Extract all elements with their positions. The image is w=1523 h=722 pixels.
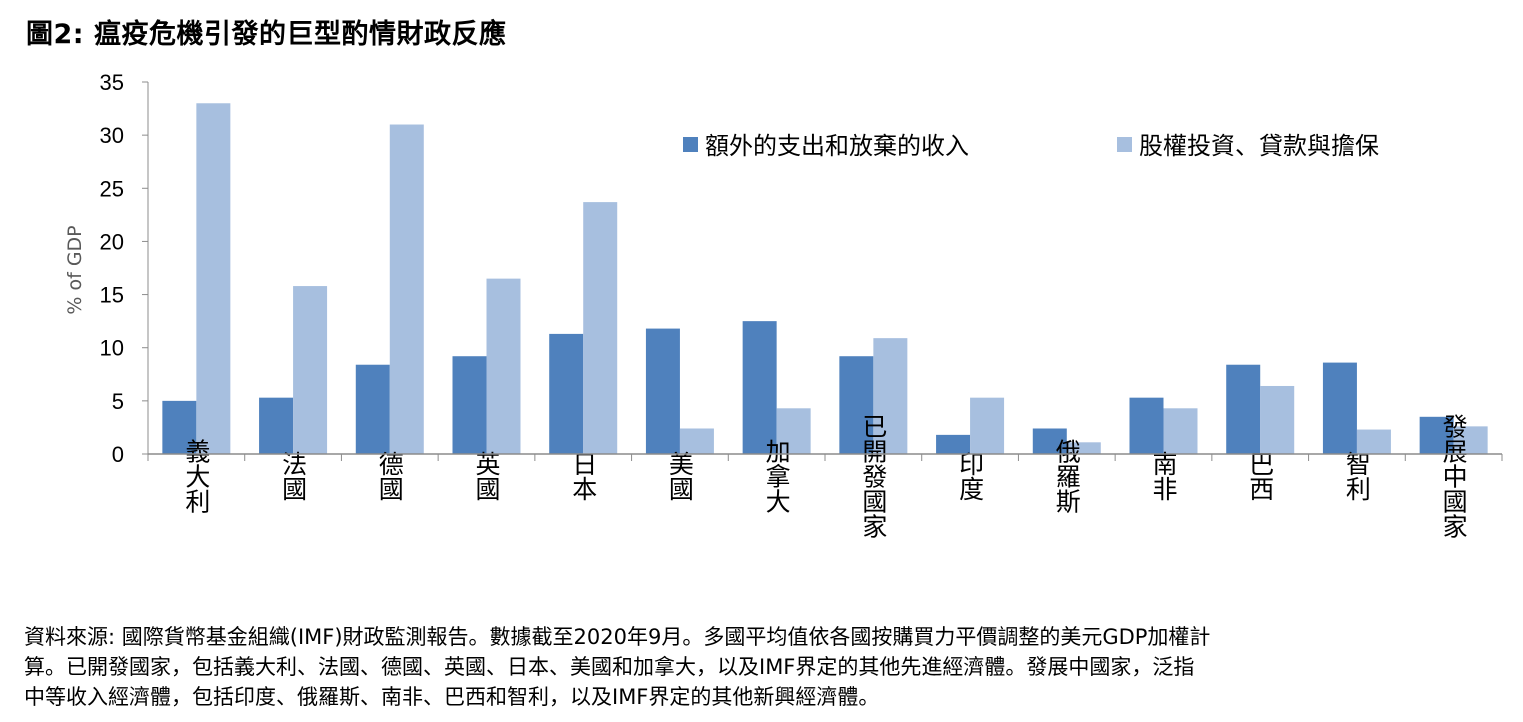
bar-spending-0 [162,400,197,454]
y-tick-label: 20 [100,229,124,254]
y-tick-label: 35 [100,70,124,95]
x-tick-label: 德國 [375,451,404,501]
bar-spending-9 [1032,428,1067,454]
legend-swatch-0 [683,137,698,152]
bar-equity-loans-4 [583,202,618,454]
bar-chart: 0 5 10 15 20 25 30 35 % of GDP 義大利 法國 德國 英國 日本 美國 加拿大 已開… [64,70,1503,539]
bar-equity-loans-12 [1356,429,1391,454]
bar-equity-loans-1 [293,286,328,454]
x-tick-label: 加拿大 [762,439,791,514]
legend-swatch-1 [1117,137,1132,152]
source-note-line-2: 算。已開發國家，包括義大利、法國、德國、英國、日本、美國和加拿大，以及IMF界定… [24,655,1195,679]
y-tick-label: 15 [100,283,124,308]
bar-spending-13 [1419,416,1454,454]
y-tick-label: 5 [112,389,124,414]
legend-label-0: 額外的支出和放棄的收入 [705,132,969,160]
y-tick-label: 30 [100,123,124,148]
source-note-line-1: 資料來源: 國際貨幣基金組織(IMF)財政監測報告。數據截至2020年9月。多國… [24,625,1211,649]
bar-spending-4 [549,333,584,454]
x-tick-label: 日本 [569,451,598,501]
bar-equity-loans-5 [679,428,714,454]
x-tick-label: 印度 [956,451,985,501]
bar-spending-5 [645,328,680,454]
bar-spending-11 [1226,364,1261,454]
bar-spending-8 [936,434,971,454]
x-tick-label: 已開發國家 [859,414,888,539]
bar-spending-6 [742,321,777,454]
bar-spending-3 [452,356,487,454]
bar-equity-loans-10 [1163,408,1198,454]
bar-spending-7 [839,356,874,454]
bar-equity-loans-11 [1260,385,1295,454]
legend-label-1: 股權投資、貸款與擔保 [1139,132,1379,160]
bar-equity-loans-13 [1453,426,1488,454]
y-axis-label: % of GDP [64,225,86,314]
bar-equity-loans-0 [196,103,231,454]
x-tick-label: 法國 [279,451,308,501]
x-tick-label: 南非 [1149,451,1178,501]
bar-equity-loans-3 [486,278,521,454]
y-tick-label: 10 [100,336,124,361]
bar-spending-12 [1322,362,1357,454]
x-tick-label: 俄羅斯 [1052,439,1081,514]
x-tick-label: 英國 [472,451,501,501]
bar-equity-loans-8 [970,397,1005,454]
x-tick-label: 智利 [1342,451,1371,501]
y-tick-label: 25 [100,176,124,201]
chart-title: 圖2: 瘟疫危機引發的巨型酌情財政反應 [26,19,507,50]
y-tick-label: 0 [112,442,124,467]
bar-equity-loans-6 [776,408,811,454]
source-note-line-3: 中等收入經濟體，包括印度、俄羅斯、南非、巴西和智利，以及IMF界定的其他新興經濟… [24,685,880,709]
bar-equity-loans-9 [1066,442,1101,454]
bar-spending-2 [355,364,390,454]
bar-equity-loans-2 [389,124,424,454]
bar-equity-loans-7 [873,338,908,454]
source-note: 資料來源: 國際貨幣基金組織(IMF)財政監測報告。數據截至2020年9月。多國… [24,622,1504,712]
x-tick-label: 巴西 [1246,451,1275,501]
x-tick-label: 義大利 [182,439,211,514]
x-tick-label: 發展中國家 [1439,414,1468,539]
x-tick-label: 美國 [665,451,694,501]
bar-spending-1 [259,397,294,454]
bar-spending-10 [1129,397,1164,454]
